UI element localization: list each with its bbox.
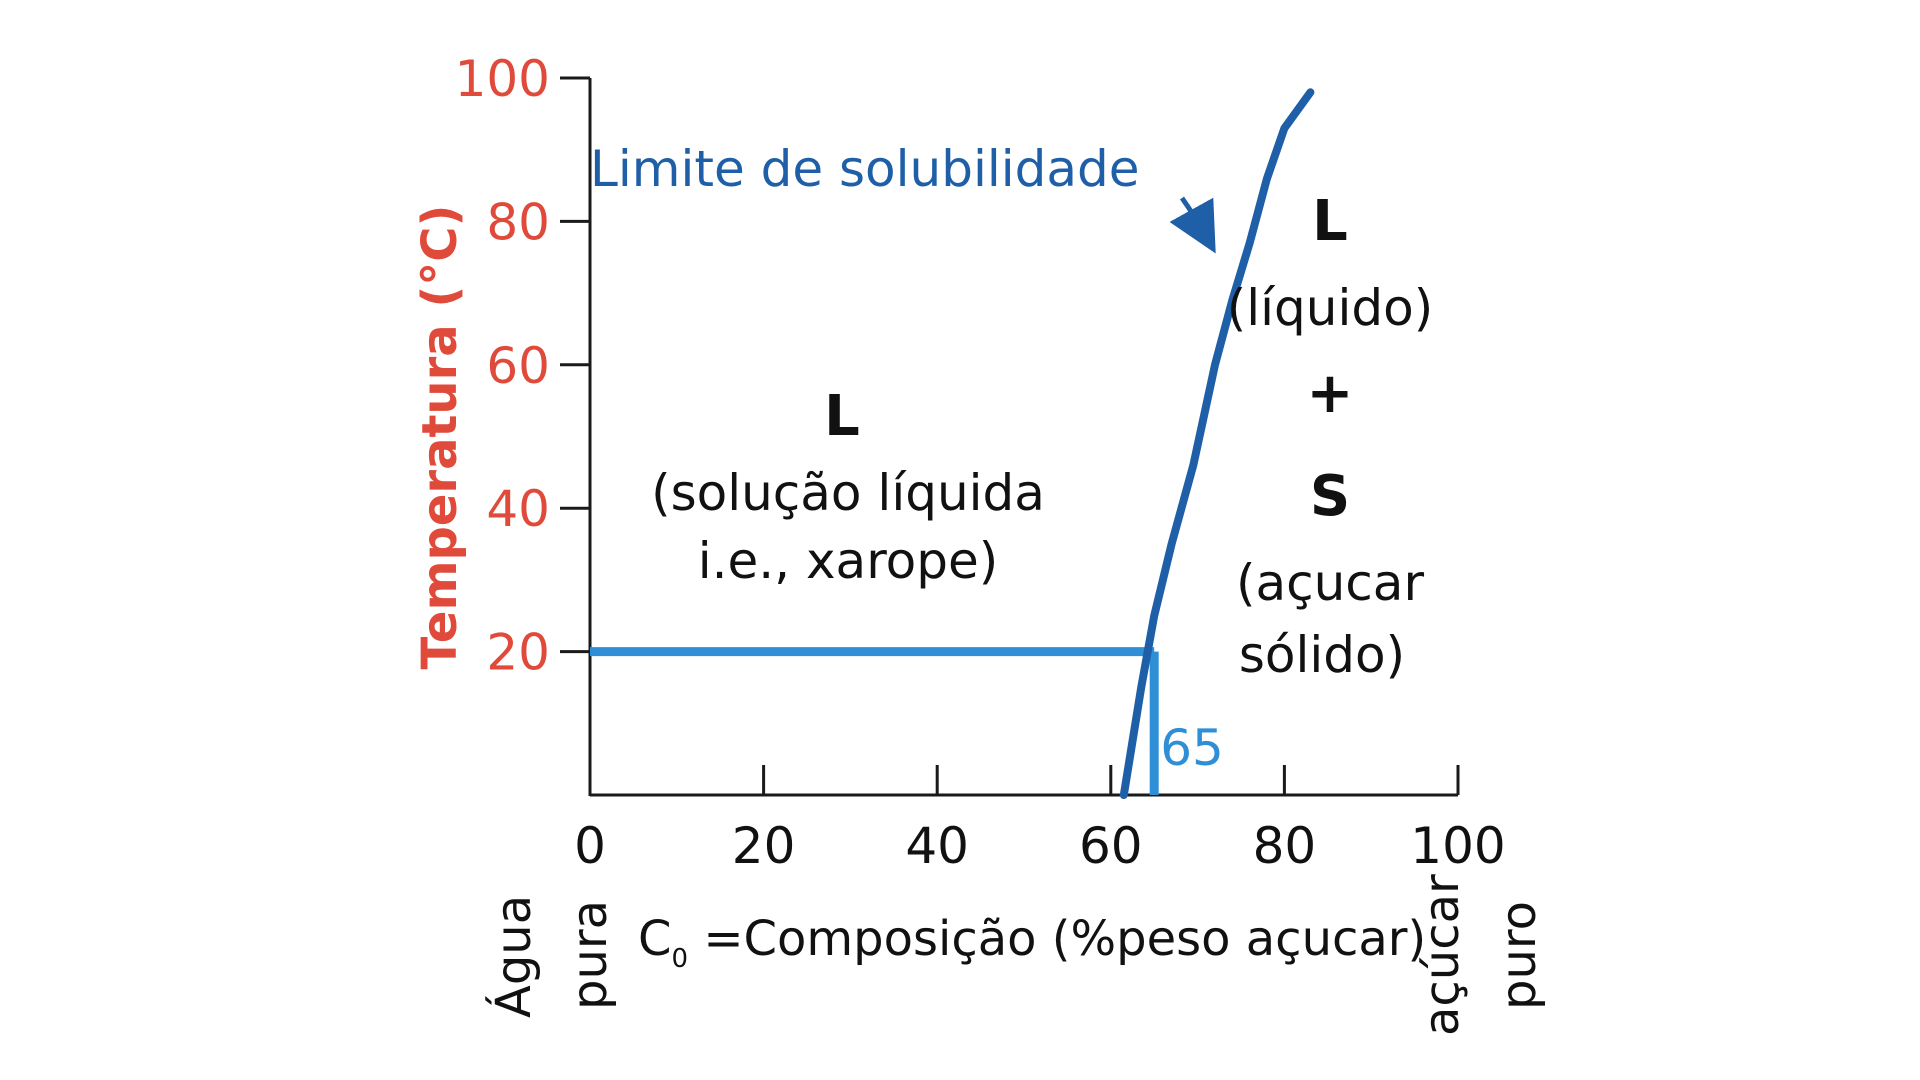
y-tick-label: 80: [486, 193, 550, 251]
left-region-line-1: (solução líquida: [651, 464, 1045, 522]
x-tick-label: 0: [574, 817, 606, 875]
y-ticks: 20 40 60 80 100: [455, 50, 590, 682]
y-tick-label: 60: [486, 337, 550, 395]
right-region-plus: +: [1307, 361, 1354, 426]
x-axis-label-subscript: 0: [672, 944, 689, 974]
x-tick-label: 60: [1079, 817, 1143, 875]
y-tick-label: 20: [486, 624, 550, 682]
left-region-line-2: i.e., xarope): [698, 532, 999, 590]
x-end-right-line-2: puro: [1491, 901, 1547, 1010]
solubility-arrow: [1169, 196, 1216, 254]
right-region-solid-line-2: sólido): [1239, 626, 1405, 684]
x-tick-label: 100: [1410, 817, 1505, 875]
x-tick-label: 40: [905, 817, 969, 875]
x-axis-label: C0 =Composição (%peso açucar): [638, 911, 1426, 974]
right-region-symbol-solid: S: [1310, 464, 1350, 529]
x-end-right-line-1: açúcar: [1414, 874, 1470, 1036]
guide-value-label: 65: [1160, 719, 1224, 777]
left-region-symbol: L: [824, 384, 860, 449]
y-tick-label: 100: [455, 50, 550, 108]
right-region-solid-line-1: (açucar: [1236, 554, 1424, 612]
x-axis-label-text: =Composição (%peso açucar): [688, 911, 1426, 967]
solubility-limit-label: Limite de solubilidade: [590, 140, 1140, 198]
x-end-left-line-1: Água: [485, 895, 542, 1018]
y-axis-label: Temperatura (°C): [412, 205, 468, 670]
x-axis-label-symbol: C: [638, 911, 672, 967]
solubility-limit-line: [1119, 88, 1315, 799]
x-end-left-line-2: pura: [562, 900, 618, 1010]
right-region-symbol-liquid: L: [1312, 189, 1348, 254]
x-tick-label: 80: [1253, 817, 1317, 875]
x-ticks: 0 20 40 60 80 100: [574, 765, 1506, 875]
x-tick-label: 20: [732, 817, 796, 875]
right-region-liquid-label: (líquido): [1227, 279, 1433, 337]
y-tick-label: 40: [486, 480, 550, 538]
